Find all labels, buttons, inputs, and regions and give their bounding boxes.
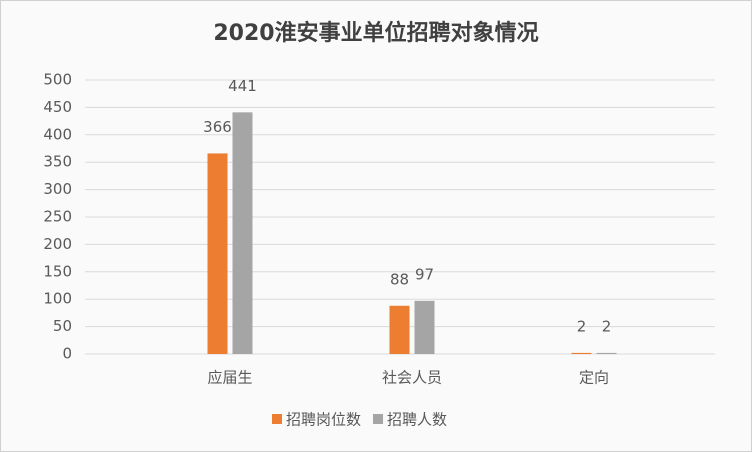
x-tick-label: 社会人员	[382, 369, 442, 387]
data-label: 88	[390, 270, 409, 288]
y-tick-label: 150	[43, 262, 72, 280]
data-label: 97	[415, 265, 434, 283]
legend-swatch	[373, 414, 384, 424]
bar	[414, 300, 435, 354]
y-tick-label: 250	[43, 208, 72, 226]
legend-label: 招聘岗位数	[286, 411, 361, 429]
chart-title: 2020淮安事业单位招聘对象情况	[213, 20, 538, 46]
y-tick-label: 500	[43, 71, 72, 89]
y-tick-label: 100	[43, 290, 72, 308]
y-tick-label: 450	[43, 98, 72, 116]
y-tick-label: 300	[43, 180, 72, 198]
data-label: 366	[203, 118, 232, 136]
y-tick-label: 350	[43, 153, 72, 171]
legend-label: 招聘人数	[387, 411, 447, 429]
data-label: 441	[228, 77, 257, 95]
bar	[596, 352, 617, 354]
bar	[571, 352, 592, 354]
data-label: 2	[602, 317, 612, 335]
bar	[389, 305, 410, 354]
legend-swatch	[272, 414, 282, 424]
x-tick-label: 定向	[579, 369, 609, 387]
bar	[207, 153, 228, 354]
y-tick-label: 0	[62, 345, 72, 363]
data-label: 2	[577, 317, 587, 335]
y-tick-label: 400	[43, 125, 72, 143]
y-tick-label: 200	[43, 235, 72, 253]
bar	[232, 112, 253, 354]
x-tick-label: 应届生	[207, 369, 252, 387]
y-tick-label: 50	[53, 317, 72, 335]
